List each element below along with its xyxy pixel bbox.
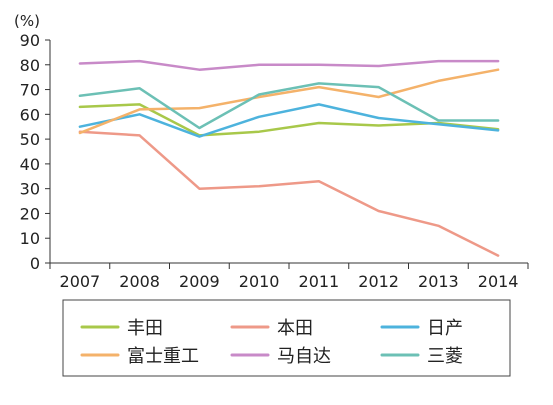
y-tick-label: 40 [20,155,40,174]
legend-label: 日产 [427,318,463,339]
x-tick-label: 2009 [179,272,220,291]
y-ticks: 0 10 20 30 40 50 60 70 80 90 [20,31,50,273]
x-tick-label: 2008 [119,272,160,291]
legend-label: 丰田 [127,318,163,339]
y-tick-label: 50 [20,130,40,149]
series-lines [78,59,500,257]
legend-label: 本田 [277,318,313,339]
legend-label: 富士重工 [127,346,199,367]
legend-box [62,299,511,377]
y-unit-label: (%) [14,12,40,30]
x-tick-label: 2010 [239,272,280,291]
y-tick-label: 90 [20,31,40,50]
series-line-3 [78,103,500,138]
y-tick-label: 70 [20,81,40,100]
x-tick-label: 2012 [358,272,399,291]
series-line-5 [78,59,500,71]
x-tick-label: 2011 [299,272,340,291]
y-tick-label: 30 [20,180,40,199]
y-tick-label: 10 [20,229,40,248]
y-tick-label: 80 [20,56,40,75]
x-tick-label: 2014 [478,272,519,291]
series-line-6 [78,82,500,130]
legend-label: 马自达 [277,346,331,367]
y-tick-label: 0 [30,254,40,273]
x-tick-label: 2007 [60,272,101,291]
x-tick-label: 2013 [418,272,459,291]
series-line-2 [78,130,500,257]
x-ticks: 2007 2008 2009 2010 2011 2012 2013 2014 [49,263,529,291]
y-tick-label: 60 [20,105,40,124]
legend-label: 三菱 [427,346,463,367]
y-tick-label: 20 [20,204,40,223]
series-line-4 [78,68,500,135]
